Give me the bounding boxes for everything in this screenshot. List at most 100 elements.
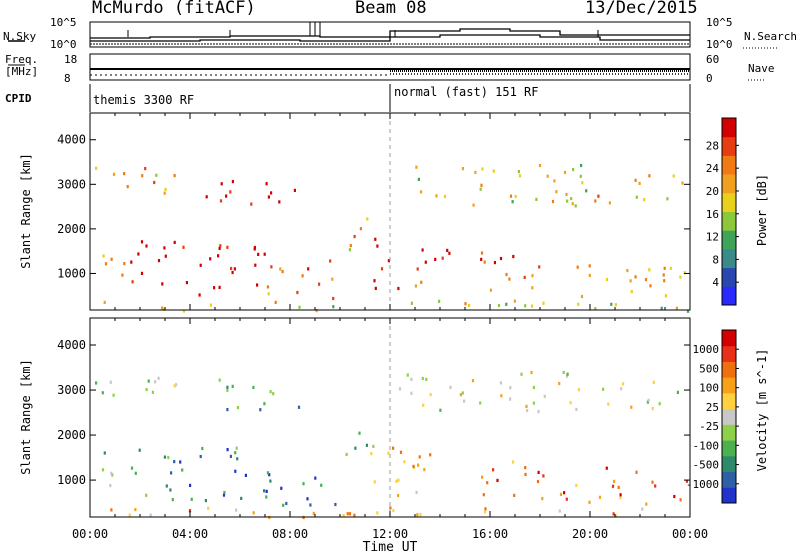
echo-cell	[163, 191, 166, 195]
echo-cell	[234, 451, 237, 455]
echo-cell	[130, 260, 133, 264]
echo-cell	[230, 266, 233, 271]
echo-cell	[365, 443, 368, 447]
echo-cell	[479, 401, 482, 405]
noise-tick-right-bottom: 10^0	[706, 38, 733, 51]
echo-cell	[683, 271, 686, 275]
echo-cell	[651, 407, 654, 411]
echo-cell	[570, 197, 573, 201]
x-tick-label: 12:00	[372, 527, 408, 541]
echo-cell	[538, 265, 541, 269]
echo-cell	[181, 468, 184, 472]
echo-cell	[297, 405, 301, 409]
echo-cell	[663, 266, 666, 270]
echo-cell	[425, 377, 428, 381]
echo-cell	[598, 495, 602, 499]
echo-cell	[634, 178, 637, 182]
colorbar-swatch	[722, 471, 736, 488]
echo-cell	[137, 252, 140, 256]
echo-cell	[448, 251, 451, 255]
echo-cell	[489, 288, 492, 292]
echo-cell	[348, 512, 352, 516]
echo-cell	[482, 493, 485, 497]
echo-cell	[565, 374, 569, 378]
power-colorbar-label: Power [dB]	[755, 174, 769, 246]
colorbar-swatch	[722, 192, 736, 212]
echo-cell	[524, 466, 527, 470]
echo-cell	[218, 378, 221, 382]
echo-cell	[392, 446, 395, 450]
echo-cell	[145, 493, 148, 497]
echo-cell	[553, 179, 556, 183]
echo-cell	[170, 471, 173, 475]
colorbar-tick-label: 24	[706, 162, 720, 175]
echo-cell	[676, 390, 679, 394]
time-axis: 00:00 04:00 08:00 12:00 16:00 20:00 00:00	[72, 527, 708, 541]
freq-tick-bottom: 8	[64, 72, 71, 85]
echo-cell	[387, 451, 390, 455]
velocity-y-label: Slant Range [km]	[19, 359, 33, 475]
colorbar-swatch	[722, 487, 736, 504]
colorbar-tick-label: 4	[712, 276, 719, 289]
echo-cell	[588, 264, 591, 268]
echo-cell	[354, 446, 357, 450]
echo-cell	[130, 466, 134, 470]
echo-cell	[370, 452, 373, 456]
echo-cell	[145, 244, 148, 248]
echo-cell	[647, 398, 650, 402]
echo-cell	[630, 290, 633, 294]
echo-cell	[513, 299, 516, 303]
echo-cell	[257, 252, 260, 256]
echo-cell	[234, 469, 237, 473]
echo-cell	[380, 267, 384, 271]
colorbar-frame	[721, 329, 737, 504]
echo-cell	[329, 259, 332, 263]
echo-cell	[231, 180, 234, 184]
echo-cell	[167, 455, 170, 460]
echo-cell	[182, 309, 186, 313]
echo-cell	[345, 452, 348, 457]
echo-cell	[358, 431, 361, 435]
echo-cell	[161, 282, 164, 286]
echo-cell	[542, 474, 545, 478]
colorbar-tick-label: -100	[693, 439, 720, 452]
echo-cell	[580, 163, 583, 168]
echo-cell	[95, 166, 98, 170]
echo-cell	[270, 191, 273, 195]
echo-cell	[348, 248, 351, 252]
echo-cell	[223, 490, 226, 495]
echo-cell	[686, 309, 690, 313]
echo-cell	[306, 497, 309, 501]
echo-cell	[630, 405, 633, 409]
echo-cell	[602, 387, 605, 391]
station-title: McMurdo (fitACF)	[92, 0, 256, 18]
echo-cell	[141, 174, 144, 178]
echo-cell	[265, 489, 268, 493]
echo-cell	[265, 495, 268, 499]
colorbar-tick-label: 100	[699, 382, 719, 395]
echo-cell	[416, 267, 419, 271]
echo-cell	[531, 286, 534, 290]
echo-cell	[131, 280, 134, 284]
echo-cell	[486, 481, 489, 485]
echo-cell	[449, 385, 452, 389]
echo-cell	[421, 248, 424, 252]
echo-cell	[468, 303, 471, 308]
echo-cell	[417, 177, 420, 181]
y-tick-label: 3000	[57, 177, 86, 191]
echo-cell	[446, 248, 449, 252]
nsky-label: N.Sky	[3, 30, 37, 43]
echo-cell	[645, 502, 648, 506]
echo-cell	[244, 473, 247, 477]
echo-cell	[679, 498, 682, 502]
echo-cell	[555, 190, 558, 194]
echo-cell	[267, 195, 270, 199]
echo-cell	[101, 391, 104, 395]
echo-cell	[480, 257, 483, 261]
echo-cell	[392, 509, 395, 513]
colorbar-tick-label: 8	[712, 253, 719, 266]
echo-cell	[190, 497, 193, 501]
echo-cell	[110, 471, 113, 475]
echo-cell	[165, 484, 168, 488]
echo-cell	[103, 451, 106, 455]
